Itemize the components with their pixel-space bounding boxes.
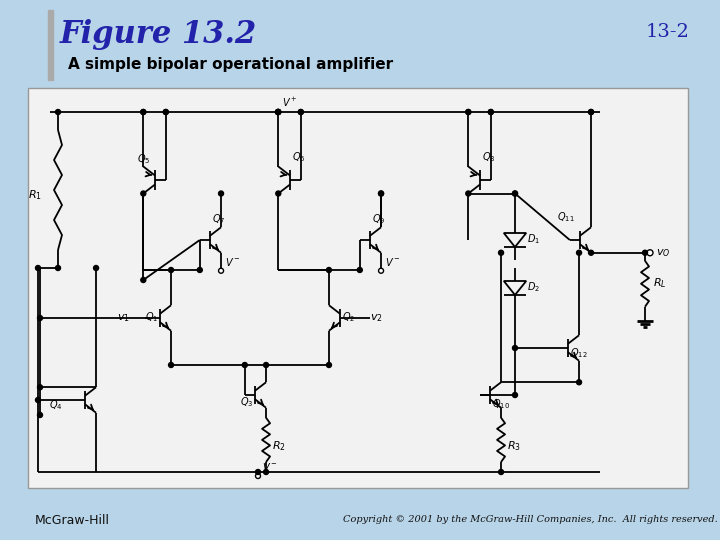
Text: $Q_9$: $Q_9$ (372, 212, 385, 226)
Circle shape (466, 110, 471, 114)
Circle shape (466, 191, 471, 196)
Circle shape (298, 110, 303, 114)
Circle shape (219, 268, 223, 273)
Text: $R_2$: $R_2$ (272, 439, 286, 453)
Circle shape (243, 362, 247, 368)
Circle shape (498, 250, 503, 255)
Circle shape (513, 393, 518, 397)
Circle shape (647, 249, 653, 256)
Text: $Q_{10}$: $Q_{10}$ (492, 397, 510, 411)
Circle shape (94, 266, 99, 271)
Text: $Q_8$: $Q_8$ (482, 150, 495, 164)
Circle shape (276, 191, 281, 196)
Circle shape (35, 397, 40, 402)
Circle shape (55, 110, 60, 114)
Text: $v_O$: $v_O$ (656, 247, 670, 259)
Circle shape (197, 267, 202, 273)
Circle shape (168, 267, 174, 273)
Circle shape (141, 191, 145, 196)
Circle shape (379, 191, 384, 196)
Text: $R_1$: $R_1$ (28, 188, 42, 202)
Circle shape (466, 110, 471, 114)
Circle shape (141, 110, 145, 114)
Text: $V^+$: $V^+$ (282, 96, 297, 109)
Circle shape (163, 110, 168, 114)
Text: $Q_4$: $Q_4$ (50, 398, 63, 412)
Circle shape (357, 267, 362, 273)
Text: $v_2$: $v_2$ (370, 312, 383, 324)
Text: $Q_5$: $Q_5$ (137, 152, 150, 166)
Text: 13-2: 13-2 (646, 23, 690, 41)
Circle shape (577, 250, 582, 255)
Circle shape (588, 250, 593, 255)
Circle shape (141, 278, 145, 282)
Text: Copyright © 2001 by the McGraw-Hill Companies, Inc.  All rights reserved.: Copyright © 2001 by the McGraw-Hill Comp… (343, 516, 717, 524)
Text: $D_1$: $D_1$ (527, 232, 540, 246)
Circle shape (326, 362, 331, 368)
Text: McGraw-Hill: McGraw-Hill (35, 514, 110, 526)
Circle shape (276, 110, 281, 114)
Circle shape (264, 469, 269, 475)
Text: A simple bipolar operational amplifier: A simple bipolar operational amplifier (68, 57, 393, 72)
Text: $Q_{11}$: $Q_{11}$ (557, 210, 575, 224)
Circle shape (168, 362, 174, 368)
Text: $D_2$: $D_2$ (527, 280, 540, 294)
Circle shape (379, 268, 384, 273)
Circle shape (264, 362, 269, 368)
Circle shape (513, 191, 518, 196)
Text: $v_1$: $v_1$ (117, 312, 130, 324)
Circle shape (141, 110, 145, 114)
Bar (48, 10, 53, 80)
Circle shape (163, 110, 168, 114)
Circle shape (256, 474, 261, 478)
Circle shape (37, 315, 42, 321)
Text: $Q_7$: $Q_7$ (212, 212, 225, 226)
Circle shape (498, 469, 503, 475)
Circle shape (588, 110, 593, 114)
Circle shape (488, 110, 493, 114)
Circle shape (37, 413, 42, 417)
Circle shape (488, 110, 493, 114)
Circle shape (642, 250, 647, 255)
Text: $V^-$: $V^-$ (262, 461, 278, 473)
Text: $Q_3$: $Q_3$ (240, 395, 253, 409)
Circle shape (219, 191, 223, 196)
Circle shape (298, 110, 303, 114)
Text: Figure 13.2: Figure 13.2 (60, 19, 257, 51)
Circle shape (37, 384, 42, 390)
Circle shape (513, 191, 518, 196)
Text: $Q_2$: $Q_2$ (342, 310, 355, 324)
Circle shape (326, 267, 331, 273)
Circle shape (256, 469, 261, 475)
Circle shape (276, 110, 281, 114)
Circle shape (577, 380, 582, 384)
Text: $V^-$: $V^-$ (225, 256, 240, 268)
Circle shape (513, 346, 518, 350)
Circle shape (276, 110, 281, 114)
Circle shape (35, 266, 40, 271)
Circle shape (379, 191, 384, 196)
FancyBboxPatch shape (28, 88, 688, 488)
Circle shape (276, 110, 281, 114)
Text: $R_L$: $R_L$ (653, 276, 667, 290)
Text: $Q_{12}$: $Q_{12}$ (570, 346, 588, 360)
Text: $V^-$: $V^-$ (385, 256, 401, 268)
Circle shape (276, 110, 281, 114)
Text: $Q_6$: $Q_6$ (292, 150, 305, 164)
Circle shape (55, 266, 60, 271)
Circle shape (588, 110, 593, 114)
Text: $Q_1$: $Q_1$ (145, 310, 158, 324)
Text: $R_3$: $R_3$ (507, 439, 521, 453)
